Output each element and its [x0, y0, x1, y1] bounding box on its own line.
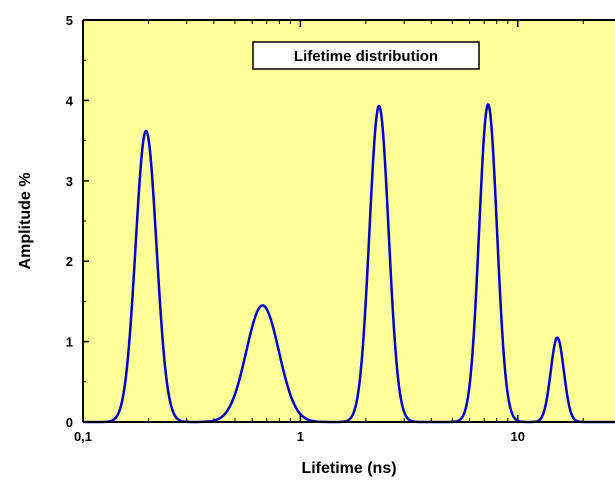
legend-box: Lifetime distribution [252, 41, 480, 70]
x-tick-label: 0,1 [74, 429, 92, 444]
legend-label: Lifetime distribution [294, 48, 438, 65]
y-tick-label: 5 [66, 13, 73, 28]
x-tick-label: 1 [297, 429, 304, 444]
y-axis-title: Amplitude % [17, 173, 34, 270]
x-tick-label: 10 [511, 429, 525, 444]
y-tick-label: 2 [66, 254, 73, 269]
x-axis-title: Lifetime (ns) [301, 460, 396, 477]
legend-box-frame [252, 41, 480, 70]
y-tick-label: 1 [66, 335, 73, 350]
y-tick-label: 4 [66, 93, 74, 108]
y-tick-label: 0 [66, 415, 73, 430]
plot-area [83, 20, 615, 422]
y-tick-label: 3 [66, 174, 73, 189]
